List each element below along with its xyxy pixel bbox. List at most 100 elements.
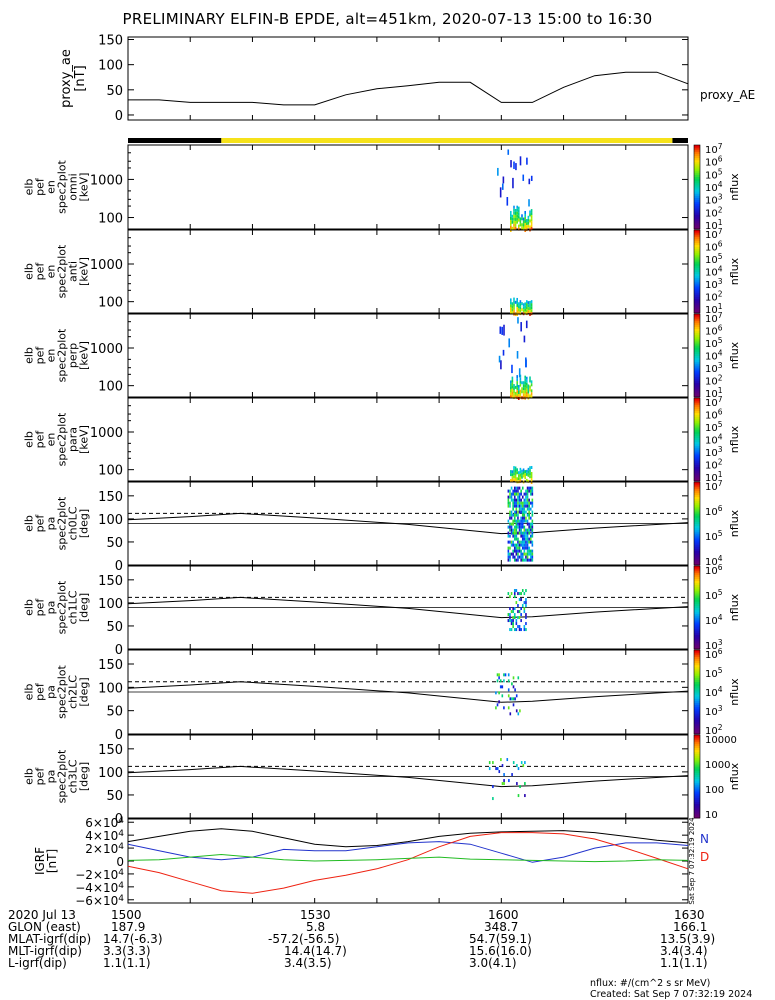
spectrogram-cell (511, 376, 514, 380)
spectrogram-cell (526, 388, 528, 392)
pa-spectrogram-cell (507, 531, 510, 535)
pa-spectrogram-cell (507, 706, 510, 710)
colorbar-cell (694, 277, 700, 281)
pa-spectrogram-cell (507, 613, 510, 617)
pa-spectrogram-cell (523, 492, 526, 496)
colorbar-cell (694, 180, 700, 184)
colorbar-cell (694, 410, 700, 414)
colorbar-tick-label: 107 (705, 142, 723, 156)
pa-spectrogram-cell (529, 522, 532, 526)
spectrogram-cell (510, 392, 512, 396)
spectrogram-cell (516, 211, 518, 215)
colorbar-cell (694, 240, 700, 243)
y-tick-label: 50 (106, 536, 123, 551)
spectrogram-cell (511, 379, 514, 383)
pa-spectrogram-cell (512, 619, 514, 623)
y-tick-label: 1000 (90, 173, 123, 188)
colorbar-cell (694, 761, 700, 765)
colorbar-cell (694, 182, 700, 186)
spectrogram-cell (511, 479, 514, 483)
pa-spectrogram-cell (525, 552, 527, 556)
spectrogram-cell (526, 469, 528, 473)
pa-spectrogram-cell (503, 773, 505, 777)
spectrogram-cell (518, 212, 520, 216)
y-tick-label: 100 (98, 464, 123, 479)
pa-spectrogram-cell (529, 534, 532, 538)
pa-spectrogram-cell (509, 522, 511, 526)
pa-spectrogram-cell (528, 540, 530, 544)
pa-spectrogram-cell (531, 519, 534, 523)
colorbar-cell (694, 310, 700, 314)
colorbar-cell (694, 408, 700, 411)
spectrogram-cell (526, 306, 528, 310)
colorbar-cell (694, 316, 700, 319)
colorbar-tick-label: 104 (705, 554, 723, 568)
pa-spectrogram-cell (515, 534, 518, 538)
colorbar-cell (694, 599, 700, 602)
proxy-ae-label: proxy_AE (700, 88, 756, 102)
colorbar-cell (694, 660, 700, 664)
pa-spectrogram-cell (526, 528, 529, 532)
pa-spectrogram-cell (521, 537, 524, 541)
spectrogram-cell (527, 467, 530, 471)
colorbar-cell (694, 334, 700, 338)
pa-spectrogram-cell (515, 489, 518, 493)
spectrogram-cell (514, 208, 517, 212)
colorbar-cell (694, 193, 700, 196)
y-axis-label-word: ch1LC (67, 590, 80, 624)
colorbar-tick-label: 107 (705, 311, 723, 325)
pa-spectrogram-cell (517, 492, 519, 496)
pa-spectrogram-cell (516, 764, 518, 768)
pa-spectrogram-cell (523, 552, 526, 556)
y-axis-label-word: spec2plot (56, 580, 69, 634)
spectrogram-cell (529, 475, 531, 479)
pa-spectrogram-cell (520, 510, 522, 514)
y-tick-label: 1000 (90, 426, 123, 441)
y-tick-label: 100 (98, 597, 123, 612)
colorbar-tick-label: 101 (705, 470, 723, 484)
pa-spectrogram-cell (526, 549, 529, 553)
colorbar-cell (694, 458, 700, 461)
pa-spectrogram-cell (518, 543, 521, 547)
colorbar-tick-label: 101 (705, 386, 723, 400)
spectrogram-cell (511, 311, 514, 315)
pa-spectrogram-cell (510, 522, 513, 526)
spectrogram-cell (516, 390, 518, 394)
orbit-bar-segment (672, 138, 688, 143)
pa-spectrogram-cell (531, 552, 534, 556)
pa-spectrogram-cell (525, 628, 527, 632)
y-axis-label-word: [deg] (78, 677, 91, 706)
spectrogram-cell (510, 386, 512, 390)
pa-spectrogram-cell (515, 709, 518, 713)
spectrogram-cell (530, 221, 533, 225)
spectrogram-cell (529, 300, 531, 304)
spectrogram-cell (518, 215, 520, 219)
colorbar-cell (694, 286, 700, 289)
pa-spectrogram-cell (498, 673, 500, 677)
colorbar-cell (694, 281, 700, 285)
pa-spectrogram-cell (529, 549, 532, 553)
colorbar-cell (694, 558, 700, 562)
pa-spectrogram-cell (525, 519, 527, 523)
pa-spectrogram-cell (525, 558, 527, 562)
spectrogram-cell (522, 384, 525, 388)
colorbar-cell (694, 326, 700, 330)
spectrogram-cell (516, 297, 518, 301)
pa-spectrogram-cell (503, 673, 505, 677)
spectrogram-cell (514, 385, 517, 389)
colorbar-cell (694, 609, 700, 613)
pa-spectrogram-cell (513, 504, 516, 508)
pa-spectrogram-cell (525, 613, 527, 617)
y-axis-label-word: pa (45, 517, 58, 531)
pa-spectrogram-cell (523, 592, 526, 596)
colorbar-cell (694, 498, 700, 502)
colorbar-cell (694, 582, 700, 586)
colorbar-cell (694, 394, 700, 398)
colorbar-cell (694, 795, 700, 798)
colorbar-cell (694, 370, 700, 373)
colorbar-cell (694, 449, 700, 453)
colorbar-cell (694, 174, 700, 177)
y-axis-label-word: elb (23, 431, 36, 448)
pa-spectrogram-cell (531, 531, 534, 535)
colorbar-tick-label: 106 (705, 563, 723, 577)
